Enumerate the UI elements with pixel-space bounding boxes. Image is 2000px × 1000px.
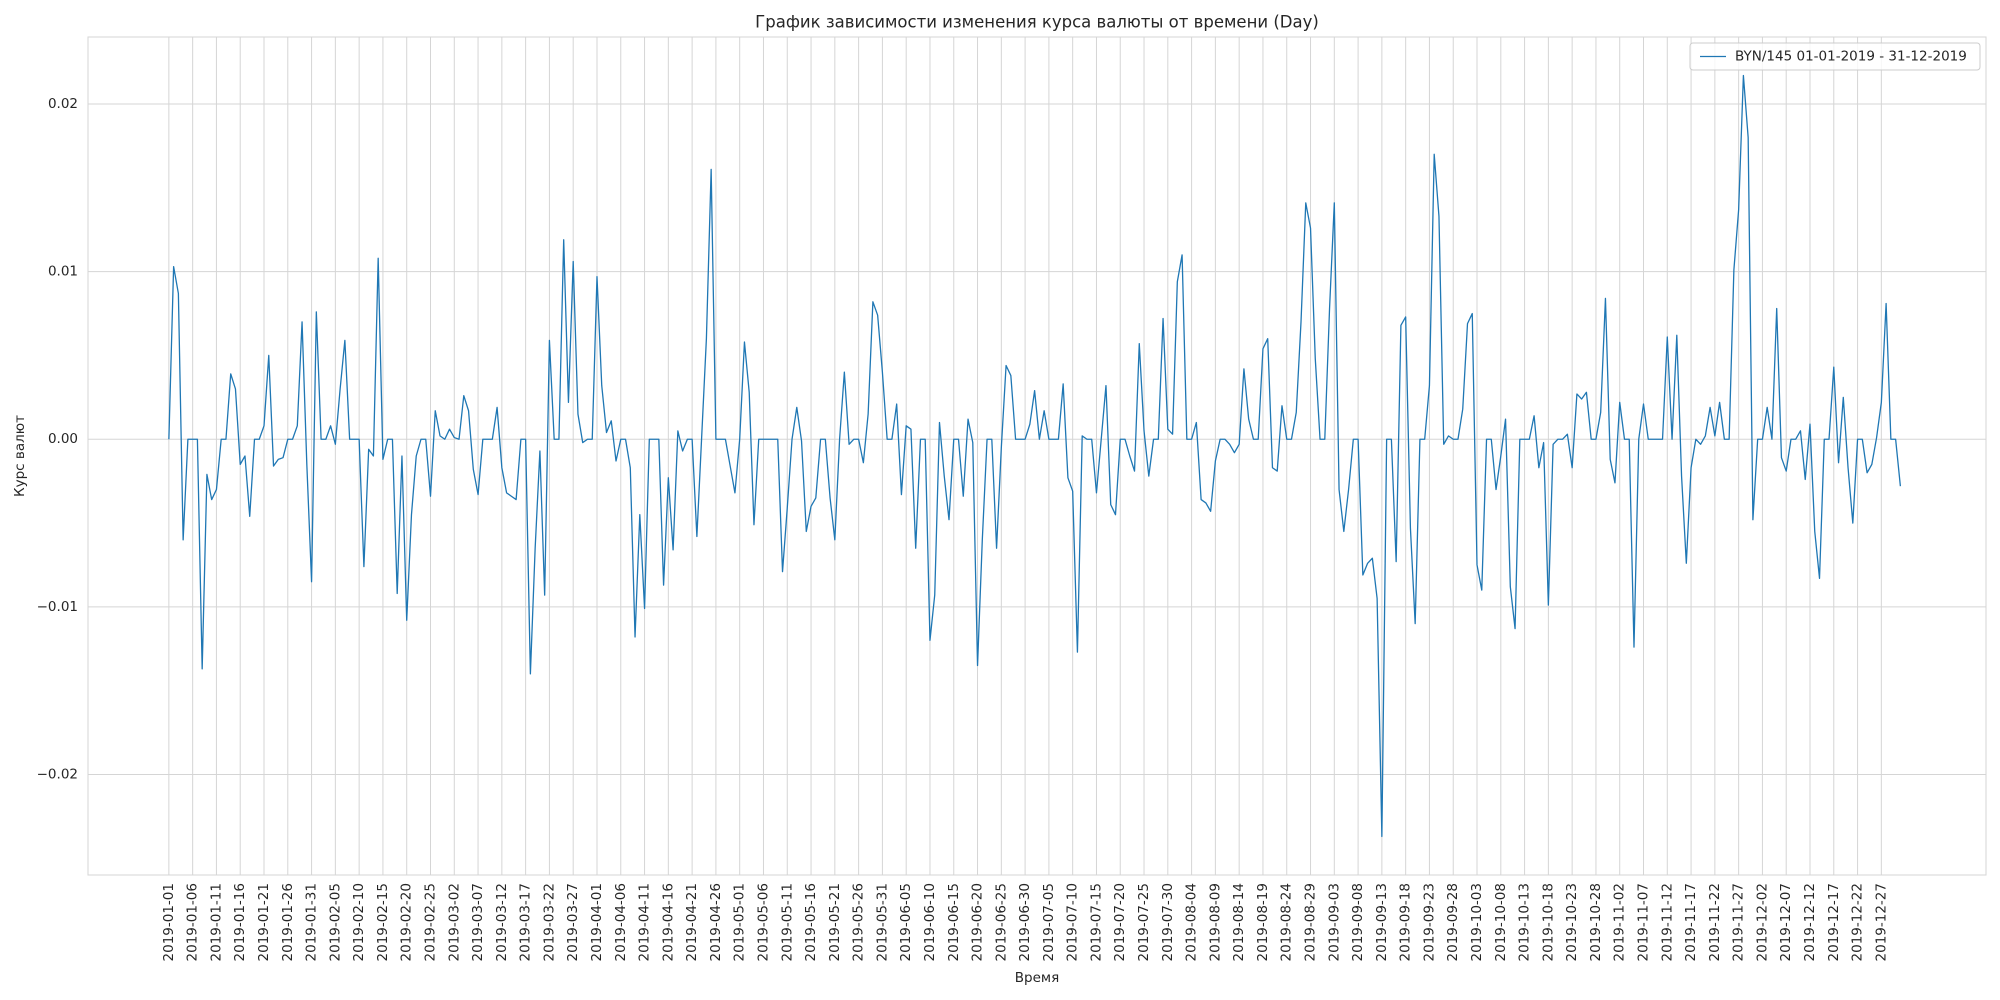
x-tick-label: 2019-08-14 — [1231, 883, 1247, 961]
x-tick-label: 2019-10-18 — [1540, 883, 1556, 961]
x-tick-label: 2019-06-20 — [970, 883, 986, 961]
x-tick-label: 2019-03-07 — [470, 883, 486, 961]
x-tick-label: 2019-06-30 — [1017, 883, 1033, 961]
x-tick-label: 2019-05-21 — [827, 883, 843, 961]
x-tick-label: 2019-11-22 — [1707, 883, 1723, 961]
x-tick-label: 2019-07-20 — [1112, 883, 1128, 961]
x-tick-label: 2019-06-10 — [922, 883, 938, 961]
y-tick-label: 0.02 — [48, 96, 78, 112]
x-tick-label: 2019-11-02 — [1612, 883, 1628, 961]
legend-box — [1689, 42, 1981, 71]
x-tick-label: 2019-01-31 — [304, 883, 320, 961]
x-tick-label: 2019-11-17 — [1683, 883, 1699, 961]
x-tick-label: 2019-07-15 — [1088, 883, 1104, 961]
x-tick-label: 2019-03-17 — [518, 883, 534, 961]
legend: BYN/145 01-01-2019 - 31-12-2019 — [1689, 42, 1981, 71]
x-tick-label: 2019-03-02 — [446, 883, 462, 961]
x-tick-label: 2019-01-11 — [208, 883, 224, 961]
x-tick-label: 2019-05-01 — [732, 883, 748, 961]
x-tick-label: 2019-08-19 — [1255, 883, 1271, 961]
x-tick-label: 2019-09-23 — [1421, 883, 1437, 961]
x-tick-label: 2019-03-22 — [541, 883, 557, 961]
x-tick-label: 2019-04-01 — [589, 883, 605, 961]
x-tick-label: 2019-02-25 — [422, 883, 438, 961]
y-tick-label: 0.01 — [48, 264, 78, 280]
x-tick-label: 2019-05-26 — [851, 883, 867, 961]
x-tick-label: 2019-06-05 — [898, 883, 914, 961]
x-tick-label: 2019-07-05 — [1041, 883, 1057, 961]
y-axis-label: Курс валют — [12, 415, 28, 497]
x-tick-label: 2019-04-06 — [613, 883, 629, 961]
x-axis-label: Время — [1015, 970, 1059, 986]
x-tick-label: 2019-02-15 — [375, 883, 391, 961]
x-tick-label: 2019-09-03 — [1326, 883, 1342, 961]
x-tick-label: 2019-02-20 — [399, 883, 415, 961]
y-tick-label: 0.00 — [48, 431, 78, 447]
x-tick-label: 2019-12-02 — [1754, 883, 1770, 961]
chart-title: График зависимости изменения курса валют… — [755, 13, 1319, 32]
x-tick-label: 2019-12-07 — [1778, 883, 1794, 961]
x-tick-label: 2019-10-23 — [1564, 883, 1580, 961]
x-tick-label: 2019-06-25 — [993, 883, 1009, 961]
x-tick-label: 2019-11-27 — [1731, 883, 1747, 961]
x-tick-label: 2019-10-28 — [1588, 883, 1604, 961]
x-tick-label: 2019-01-26 — [280, 883, 296, 961]
line-series — [168, 74, 1902, 838]
x-tick-label: 2019-11-12 — [1659, 883, 1675, 961]
x-tick-label: 2019-08-29 — [1303, 883, 1319, 961]
legend-label: BYN/145 01-01-2019 - 31-12-2019 — [1735, 49, 1967, 65]
x-tick-label: 2019-01-16 — [232, 883, 248, 961]
x-tick-label: 2019-03-27 — [565, 883, 581, 961]
x-tick-label: 2019-12-12 — [1802, 883, 1818, 961]
x-tick-label: 2019-12-17 — [1826, 883, 1842, 961]
x-tick-label: 2019-08-04 — [1184, 883, 1200, 961]
x-tick-label: 2019-10-03 — [1469, 883, 1485, 961]
x-tick-label: 2019-10-08 — [1493, 883, 1509, 961]
y-tick-label: −0.02 — [37, 766, 78, 782]
x-tick-label: 2019-01-01 — [161, 883, 177, 961]
x-tick-label: 2019-08-24 — [1279, 883, 1295, 961]
x-tick-label: 2019-05-11 — [779, 883, 795, 961]
x-tick-label: 2019-02-10 — [351, 883, 367, 961]
x-tick-label: 2019-05-31 — [874, 883, 890, 961]
x-tick-label: 2019-04-26 — [708, 883, 724, 961]
x-tick-label: 2019-04-16 — [660, 883, 676, 961]
x-tick-label: 2019-11-07 — [1636, 883, 1652, 961]
x-tick-label: 2019-03-12 — [494, 883, 510, 961]
x-tick-label: 2019-05-06 — [755, 883, 771, 961]
x-tick-label: 2019-12-27 — [1873, 883, 1889, 961]
x-tick-label: 2019-07-25 — [1136, 883, 1152, 961]
plot-area — [87, 36, 1987, 876]
x-tick-label: 2019-07-30 — [1160, 883, 1176, 961]
x-tick-label: 2019-06-15 — [946, 883, 962, 961]
x-tick-label: 2019-04-11 — [637, 883, 653, 961]
x-tick-label: 2019-09-08 — [1350, 883, 1366, 961]
x-tick-label: 2019-09-18 — [1398, 883, 1414, 961]
x-tick-label: 2019-10-13 — [1517, 883, 1533, 961]
y-tick-label: −0.01 — [37, 599, 78, 615]
x-tick-label: 2019-12-22 — [1850, 883, 1866, 961]
x-tick-label: 2019-05-16 — [803, 883, 819, 961]
x-tick-label: 2019-07-10 — [1065, 883, 1081, 961]
x-tick-label: 2019-09-13 — [1374, 883, 1390, 961]
x-tick-label: 2019-09-28 — [1445, 883, 1461, 961]
x-tick-label: 2019-01-06 — [185, 883, 201, 961]
x-tick-label: 2019-04-21 — [684, 883, 700, 961]
x-tick-label: 2019-02-05 — [327, 883, 343, 961]
x-tick-label: 2019-01-21 — [256, 883, 272, 961]
x-tick-label: 2019-08-09 — [1207, 883, 1223, 961]
